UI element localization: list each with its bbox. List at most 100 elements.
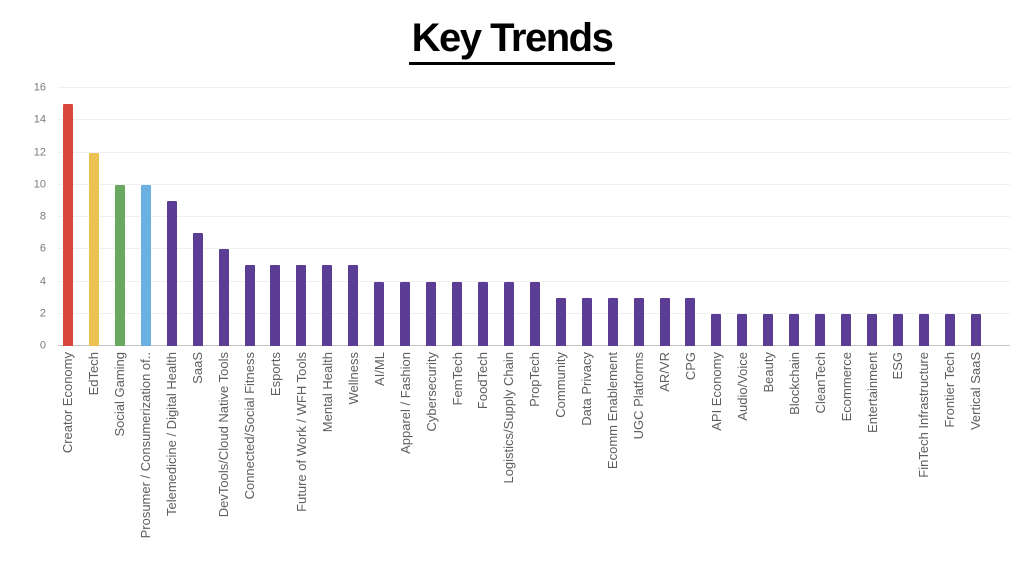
bar: [296, 265, 307, 346]
bar-column: [963, 88, 989, 346]
bar: [62, 104, 73, 346]
bar: [192, 233, 203, 346]
y-axis-tick-label: 16: [33, 81, 46, 94]
bar: [477, 281, 488, 346]
x-axis-category-label: FinTech Infrastructure: [916, 352, 932, 478]
gridline: [58, 216, 1010, 217]
x-label-column: ESG: [885, 352, 911, 584]
bar: [581, 297, 592, 346]
y-axis-tick-label: 12: [33, 146, 46, 158]
x-label-column: Vertical SaaS: [963, 352, 989, 584]
x-axis-category-label: Connected/Social Fitness: [242, 352, 258, 500]
x-axis-category-label: Beauty: [760, 352, 776, 393]
bar: [737, 313, 748, 346]
bar: [452, 281, 463, 346]
y-axis-tick-label: 10: [33, 178, 46, 191]
bar-column: [678, 88, 704, 346]
bar-column: [211, 88, 237, 346]
x-axis-category-label: EdTech: [86, 352, 102, 396]
bar-column: [807, 88, 833, 346]
x-axis-category-label: API Economy: [708, 352, 724, 431]
bar: [892, 313, 903, 346]
x-label-column: Esports: [263, 352, 289, 584]
x-axis-category-label: Apparel / Fashion: [397, 352, 413, 454]
x-label-column: Cybersecurity: [418, 352, 444, 584]
x-label-column: FinTech Infrastructure: [911, 352, 937, 584]
bar-column: [833, 88, 859, 346]
y-axis-tick-label: 4: [39, 275, 46, 287]
x-label-column: Mental Health: [314, 352, 340, 584]
bar: [374, 281, 385, 346]
bar: [400, 281, 411, 346]
bar: [322, 265, 333, 346]
bar: [944, 313, 955, 346]
x-label-column: Connected/Social Fitness: [237, 352, 263, 584]
y-axis-tick-label: 0: [39, 339, 46, 352]
gridline: [58, 87, 1010, 88]
bar-column: [626, 88, 652, 346]
x-axis-category-label: AR/VR: [657, 352, 673, 392]
bar-column: [237, 88, 263, 346]
y-axis-tick-label: 2: [39, 307, 46, 320]
gridline: [58, 183, 1010, 185]
x-axis-category-label: ESG: [890, 352, 906, 380]
x-axis-category-label: AI/ML: [371, 352, 387, 386]
bar: [555, 297, 566, 346]
bar-column: [159, 88, 185, 346]
x-label-column: Creator Economy: [55, 352, 81, 584]
x-label-column: CPG: [678, 352, 704, 584]
x-label-column: SaaS: [185, 352, 211, 584]
x-label-column: FoodTech: [470, 352, 496, 584]
bar-column: [263, 88, 289, 346]
x-label-column: Data Privacy: [574, 352, 600, 584]
bar: [711, 313, 722, 346]
bar: [659, 297, 670, 346]
bar-column: [729, 88, 755, 346]
x-label-column: EdTech: [81, 352, 107, 584]
bar: [270, 265, 281, 346]
bar: [815, 313, 826, 346]
x-label-column: DevTools/Cloud Native Tools: [211, 352, 237, 584]
x-label-column: Ecommerce: [833, 352, 859, 584]
x-axis-category-label: Blockchain: [786, 352, 802, 415]
chart-title: Key Trends: [408, 18, 616, 65]
x-label-column: AI/ML: [366, 352, 392, 584]
y-axis: 0 2 4 6 8 10 12 14 16: [0, 82, 50, 351]
bar-column: [652, 88, 678, 346]
bar: [426, 281, 437, 346]
x-label-column: AR/VR: [652, 352, 678, 584]
chart-title-wrap: Key Trends: [0, 18, 1024, 65]
bar: [789, 313, 800, 346]
x-label-column: Apparel / Fashion: [392, 352, 418, 584]
bar: [763, 313, 774, 346]
bar-column: [133, 88, 159, 346]
bar: [218, 249, 229, 346]
bar-column: [444, 88, 470, 346]
bar-series: [55, 88, 989, 346]
bar: [529, 281, 540, 346]
bar-column: [288, 88, 314, 346]
bar: [841, 313, 852, 346]
bar-column: [418, 88, 444, 346]
x-label-column: Community: [548, 352, 574, 584]
bar: [607, 297, 618, 346]
gridline: [58, 280, 1010, 282]
bar: [633, 297, 644, 346]
x-label-column: UGC Platforms: [626, 352, 652, 584]
x-axis-category-label: Vertical SaaS: [968, 352, 984, 431]
bar-column: [314, 88, 340, 346]
bar-column: [574, 88, 600, 346]
gridline: [58, 248, 1010, 250]
x-axis-category-label: Creator Economy: [60, 352, 76, 454]
bar-column: [755, 88, 781, 346]
bar: [244, 265, 255, 346]
bar-column: [859, 88, 885, 346]
bar-column: [470, 88, 496, 346]
x-axis-category-label: Mental Health: [319, 352, 335, 433]
bar-column: [55, 88, 81, 346]
bar-column: [781, 88, 807, 346]
x-label-column: Audio/Voice: [729, 352, 755, 584]
bar: [867, 313, 878, 346]
x-label-column: Ecomm Enablement: [600, 352, 626, 584]
